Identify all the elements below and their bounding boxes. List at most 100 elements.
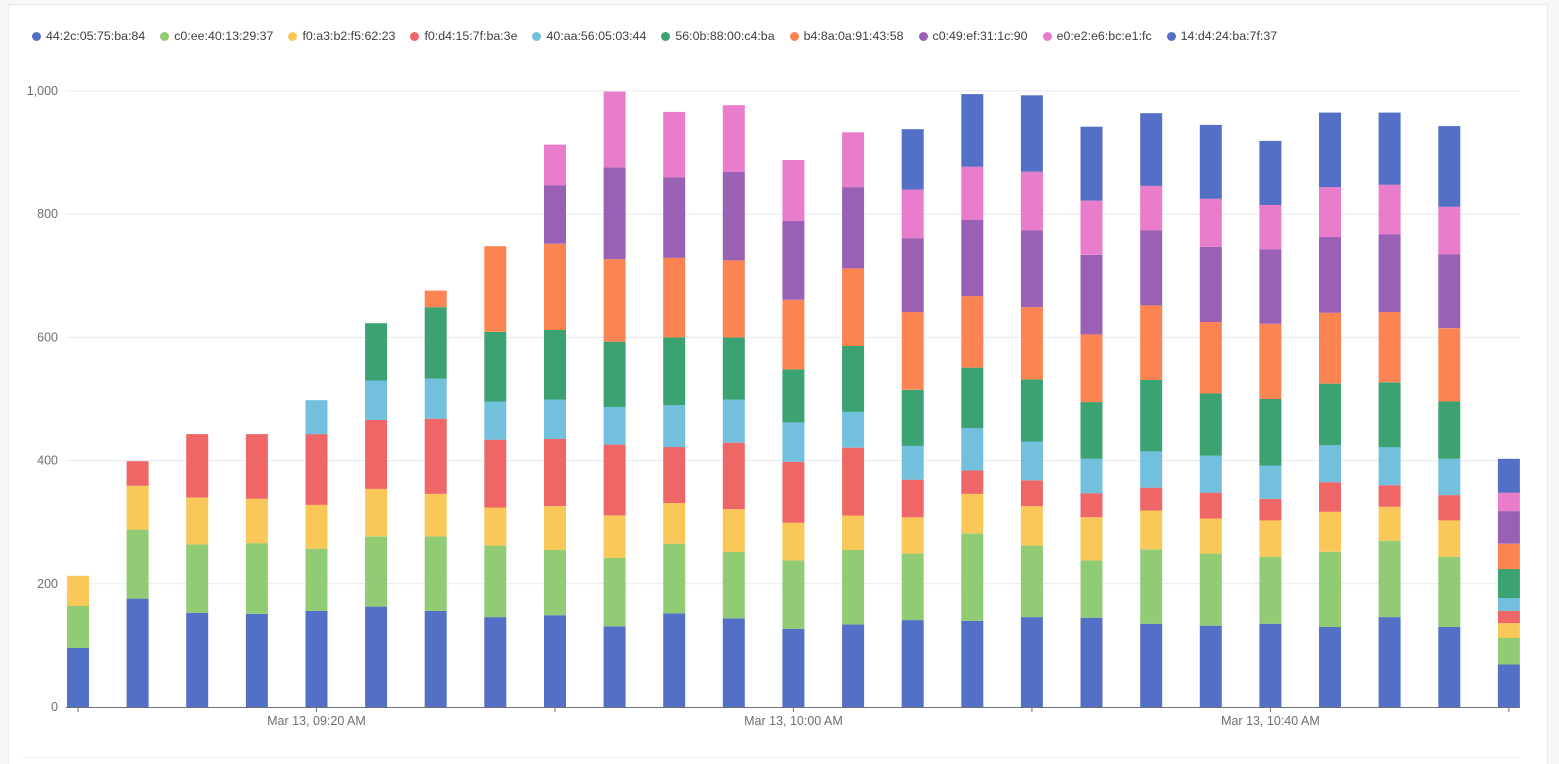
bar-segment[interactable] [1140,113,1163,186]
bar-segment[interactable] [842,549,865,625]
bar-segment[interactable] [186,497,209,545]
bar-segment[interactable] [603,259,626,342]
bar-segment[interactable] [1438,495,1461,521]
bar-segment[interactable] [663,503,686,544]
bar-segment[interactable] [186,434,209,498]
bar-segment[interactable] [603,91,626,168]
bar-segment[interactable] [1140,305,1163,380]
bar-segment[interactable] [126,461,149,486]
bar-segment[interactable] [1020,171,1043,231]
bar-segment[interactable] [544,330,566,400]
bar-segment[interactable] [722,399,745,443]
bar-segment[interactable] [424,378,447,419]
bar-segment[interactable] [67,647,89,707]
bar-segment[interactable] [782,221,805,300]
bar-segment[interactable] [961,428,984,471]
bar-segment[interactable] [663,405,686,448]
bar-segment[interactable] [901,129,924,190]
bar-segment[interactable] [245,434,268,499]
bar-segment[interactable] [663,111,686,178]
bar-segment[interactable] [424,536,447,611]
bar-segment[interactable] [544,615,566,707]
bar-segment[interactable] [1497,598,1520,611]
bar-segment[interactable] [1497,664,1520,708]
legend-item[interactable]: f0:d4:15:7f:ba:3e [410,29,517,43]
bar-segment[interactable] [1438,626,1461,707]
bar-segment[interactable] [1378,506,1401,541]
bar-segment[interactable] [1020,480,1043,507]
bar-segment[interactable] [663,257,686,338]
bar-segment[interactable] [126,485,149,530]
bar-segment[interactable] [1259,140,1282,205]
bar-segment[interactable] [1438,328,1461,402]
bar-segment[interactable] [544,439,566,507]
bar-segment[interactable] [1378,112,1401,185]
bar-segment[interactable] [1378,234,1401,313]
bar-segment[interactable] [901,312,924,390]
bar-segment[interactable] [842,187,865,269]
bar-segment[interactable] [961,367,984,428]
bar-segment[interactable] [901,389,924,446]
bar-segment[interactable] [365,536,388,607]
bar-segment[interactable] [1438,520,1461,557]
bar-segment[interactable] [1080,617,1103,707]
bar-segment[interactable] [1140,451,1163,488]
bar-segment[interactable] [603,167,626,260]
bar-segment[interactable] [1259,465,1282,499]
bar-segment[interactable] [603,444,626,516]
bar-segment[interactable] [961,470,984,494]
bar-segment[interactable] [1497,610,1520,624]
bar-segment[interactable] [722,337,745,400]
bar-segment[interactable] [1199,322,1222,394]
bar-segment[interactable] [305,610,328,707]
bar-segment[interactable] [544,549,566,616]
bar-segment[interactable] [901,517,924,554]
bar-segment[interactable] [365,323,388,381]
bar-segment[interactable] [1140,230,1163,306]
bar-segment[interactable] [424,418,447,494]
bar-segment[interactable] [1080,517,1103,561]
bar-segment[interactable] [245,614,268,707]
bar-segment[interactable] [961,620,984,707]
bar-segment[interactable] [1319,312,1341,384]
bar-segment[interactable] [1020,379,1043,442]
bar-segment[interactable] [842,447,865,516]
bar-segment[interactable] [1319,511,1341,552]
bar-segment[interactable] [722,260,745,338]
bar-segment[interactable] [603,626,626,707]
bar-segment[interactable] [484,246,507,332]
bar-segment[interactable] [603,407,626,445]
legend-item[interactable]: 44:2c:05:75:ba:84 [32,29,145,43]
bar-segment[interactable] [1199,124,1222,199]
bar-segment[interactable] [1378,617,1401,707]
bar-segment[interactable] [901,553,924,621]
bar-segment[interactable] [1140,185,1163,231]
bar-segment[interactable] [1199,553,1222,626]
bar-segment[interactable] [365,606,388,707]
bar-segment[interactable] [663,337,686,406]
bar-segment[interactable] [782,160,805,221]
bar-segment[interactable] [1319,187,1341,237]
bar-segment[interactable] [1319,482,1341,512]
bar-segment[interactable] [901,620,924,707]
bar-segment[interactable] [842,515,865,550]
bar-segment[interactable] [842,411,865,448]
bar-segment[interactable] [842,132,865,188]
bar-segment[interactable] [603,515,626,558]
bar-segment[interactable] [126,529,149,599]
bar-segment[interactable] [1497,492,1520,512]
bar-segment[interactable] [67,575,89,606]
bar-segment[interactable] [901,445,924,480]
bar-segment[interactable] [1140,549,1163,624]
bar-segment[interactable] [663,613,686,707]
bar-segment[interactable] [305,505,328,549]
bar-segment[interactable] [544,399,566,439]
bar-segment[interactable] [1378,312,1401,383]
legend-item[interactable]: 40:aa:56:05:03:44 [532,29,646,43]
bar-segment[interactable] [1438,254,1461,329]
bar-segment[interactable] [1378,447,1401,486]
bar-segment[interactable] [1259,520,1282,557]
bar-segment[interactable] [1020,617,1043,707]
bar-segment[interactable] [1020,95,1043,172]
bar-segment[interactable] [1140,510,1163,550]
